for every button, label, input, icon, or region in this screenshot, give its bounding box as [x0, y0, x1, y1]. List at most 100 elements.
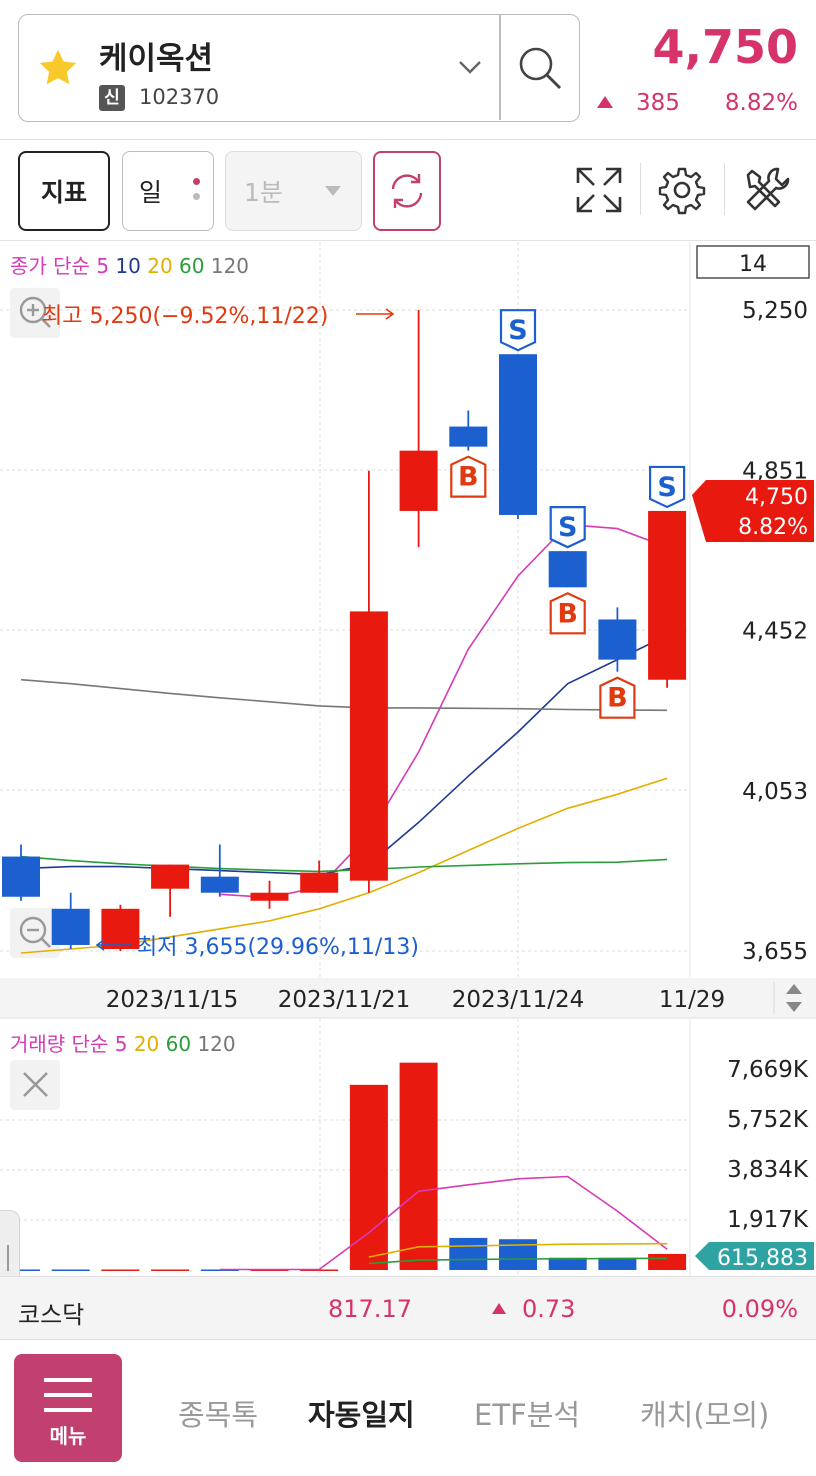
- legend-period: 120: [211, 254, 249, 278]
- signal-shape: [549, 506, 586, 549]
- price-change: 385: [636, 90, 680, 116]
- legend-period: 20: [134, 1032, 166, 1056]
- volume-ma-line-20: [368, 1242, 668, 1258]
- candlesticks: [2, 310, 687, 951]
- refresh-button[interactable]: [373, 151, 441, 231]
- stock-chart[interactable]: 종가 단순 5 10 20 60 120 14 S S S B B B: [0, 242, 816, 1276]
- signal-letter: S: [508, 315, 527, 346]
- divider: [640, 163, 641, 215]
- menu-button[interactable]: 메뉴: [14, 1354, 122, 1462]
- candle-body: [200, 876, 239, 893]
- tab-catch-mock[interactable]: 캐치(모의): [640, 1398, 770, 1432]
- market-index-bar[interactable]: 코스닥 817.17 0.73 0.09%: [0, 1276, 816, 1340]
- stock-code: 102370: [139, 85, 220, 109]
- ma-line-5: [219, 523, 668, 899]
- search-icon[interactable]: [515, 43, 565, 93]
- legend-period: 60: [179, 254, 211, 278]
- candle-body: [250, 892, 289, 901]
- signal-shape: [599, 676, 636, 719]
- legend-label: 거래량 단순: [10, 1032, 115, 1056]
- price-ma-legend: 종가 단순 5 10 20 60 120: [10, 254, 249, 278]
- tab-etf-analysis[interactable]: ETF분석: [474, 1398, 581, 1432]
- volume-bar: [349, 1084, 388, 1270]
- index-rate: 0.09%: [721, 1295, 798, 1323]
- more-dots-icon: [193, 178, 201, 208]
- expand-icon[interactable]: [574, 165, 624, 215]
- volume-ma-line-60: [368, 1257, 668, 1265]
- candle-body: [300, 872, 339, 893]
- price-tick-label: 4,452: [742, 619, 808, 645]
- buy-signal-badge: B: [599, 676, 636, 719]
- volume-ma-legend: 거래량 단순 5 20 60 120: [10, 1032, 236, 1056]
- stock-selector[interactable]: 케이옥션 신 102370: [18, 14, 580, 122]
- legend-period: 120: [197, 1032, 235, 1056]
- zoom-out-icon[interactable]: [10, 908, 60, 958]
- legend-period: 5: [115, 1032, 134, 1056]
- signal-letter: S: [657, 472, 676, 503]
- divider: [724, 163, 725, 215]
- ma-line-120: [20, 678, 668, 712]
- bottom-nav: 메뉴 종목톡 자동일지 ETF분석 캐치(모의): [0, 1340, 816, 1476]
- current-volume-tag-value: 615,883: [717, 1246, 808, 1271]
- signal-letter: B: [557, 598, 578, 629]
- star-icon[interactable]: [35, 45, 81, 91]
- index-name: 코스닥: [18, 1301, 85, 1329]
- period-day-button[interactable]: 일: [122, 151, 214, 231]
- menu-label: 메뉴: [49, 1424, 87, 1448]
- minute-select[interactable]: 1분: [225, 151, 362, 231]
- candle-body: [2, 856, 40, 897]
- candle-body: [598, 619, 637, 660]
- date-tick-label: 2023/11/15: [106, 987, 239, 1013]
- candle-body: [51, 908, 90, 945]
- price-tick-label: 3,655: [742, 939, 808, 965]
- header: 케이옥션 신 102370 4,750 385 8.82%: [0, 0, 816, 140]
- stock-name[interactable]: 케이옥션: [99, 41, 214, 77]
- date-axis-bar: [0, 978, 816, 1018]
- price-change-rate: 8.82%: [724, 90, 798, 116]
- refresh-icon: [391, 174, 423, 208]
- candle-body: [499, 354, 537, 515]
- arrow-left-icon: [95, 939, 132, 951]
- current-price-tag-value: 4,750: [745, 485, 808, 510]
- chevron-down-icon[interactable]: [457, 55, 483, 79]
- zoom-in-icon[interactable]: [10, 288, 60, 338]
- count-box[interactable]: [696, 245, 810, 279]
- chart-toolbar: 지표 일 1분: [0, 141, 816, 241]
- volume-bar: [151, 1269, 190, 1271]
- tab-stock-talk[interactable]: 종목톡: [178, 1398, 259, 1432]
- price-tick-label: 4,053: [742, 779, 808, 805]
- volume-bar: [548, 1257, 587, 1270]
- volume-bar: [598, 1257, 637, 1270]
- low-annotation: 최저 3,655(29.96%,11/13): [137, 935, 419, 960]
- signal-letter: B: [607, 683, 628, 714]
- close-icon[interactable]: [10, 1060, 60, 1110]
- ma-line-60: [20, 855, 668, 873]
- tab-auto-journal[interactable]: 자동일지: [308, 1398, 415, 1432]
- ma-line-10: [20, 634, 668, 876]
- sell-signal-badge: S: [499, 309, 537, 352]
- indicator-button[interactable]: 지표: [18, 151, 110, 231]
- chart-area[interactable]: 종가 단순 5 10 20 60 120 14 S S S B B B: [0, 242, 816, 1276]
- candle-body: [399, 450, 438, 511]
- candle-body: [449, 426, 488, 447]
- volume-bar: [449, 1237, 488, 1270]
- legend-period: 5: [96, 254, 115, 278]
- arrow-right-icon: [356, 308, 395, 320]
- gear-icon[interactable]: [657, 165, 707, 215]
- candle-body: [548, 551, 587, 588]
- volume-tick-label: 3,834K: [727, 1157, 809, 1183]
- chart-gridlines: [0, 242, 691, 1276]
- date-tick-label: 2023/11/21: [278, 987, 411, 1013]
- date-tick-label: 11/29: [659, 987, 725, 1013]
- tools-icon[interactable]: [742, 165, 792, 215]
- current-volume-tag: 615,883: [695, 1242, 814, 1271]
- volume-tick-label: 1,917K: [727, 1207, 809, 1233]
- candle-body: [349, 611, 388, 881]
- volume-ma-line-5: [219, 1175, 668, 1271]
- candle-body: [648, 510, 687, 680]
- volume-bar: [51, 1269, 90, 1271]
- price-tick-label: 5,250: [742, 298, 808, 324]
- resize-updown-icon[interactable]: [786, 984, 802, 1012]
- hamburger-icon: [44, 1378, 92, 1412]
